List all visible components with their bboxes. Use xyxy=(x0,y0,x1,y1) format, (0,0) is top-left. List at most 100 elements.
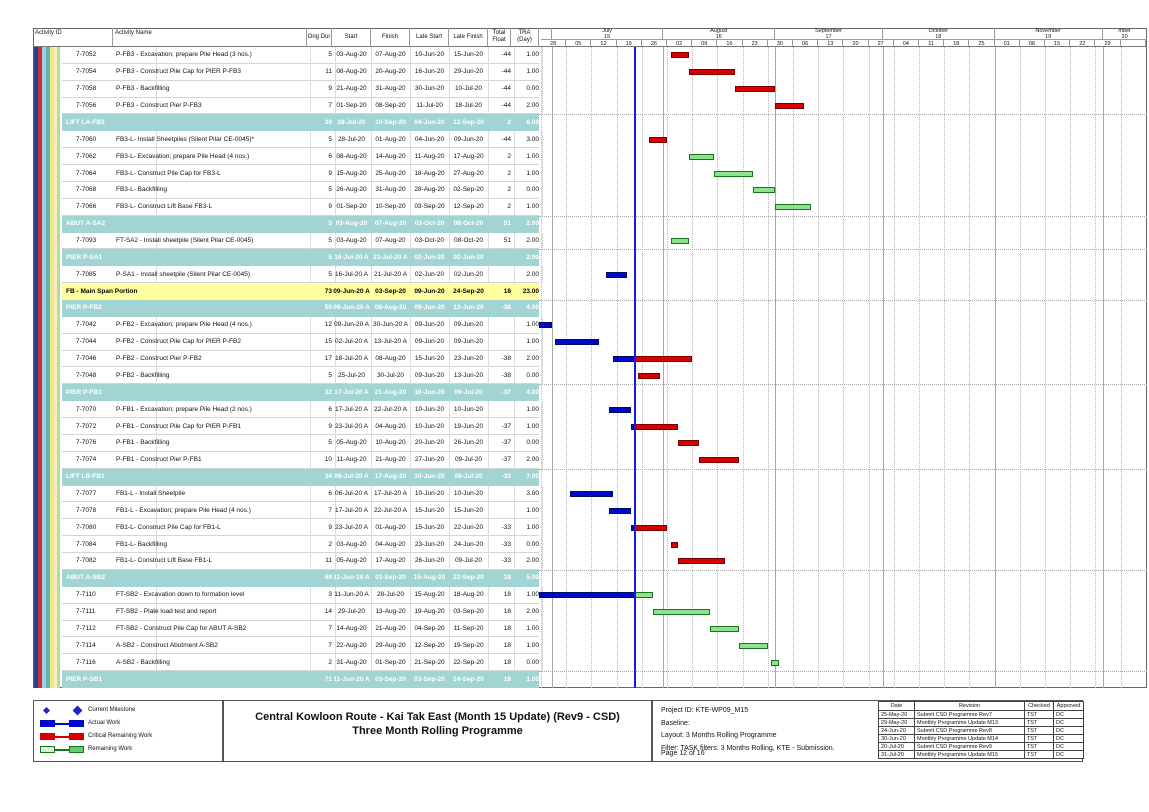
remaining-bar[interactable] xyxy=(713,170,754,177)
critical-remaining-bar[interactable] xyxy=(649,136,667,143)
month-name: mber xyxy=(1118,28,1131,34)
group-row[interactable]: PIER P-FB1 32 17-Jul-20 A 21-Aug-20 10-Jun-2… xyxy=(33,384,539,402)
table-row[interactable]: 7-7060 FB3-L- Install Sheetpiles (Silent … xyxy=(33,131,543,149)
table-row[interactable]: 7-7074 P-FB1 - Construct Pier P-FB1 10 11-A… xyxy=(33,451,543,469)
table-row[interactable]: 7-7082 FB1-L- Construct Lift Base FB1-L 11… xyxy=(33,553,543,570)
wbs-stripe xyxy=(38,47,42,688)
critical-remaining-bar[interactable] xyxy=(699,457,739,464)
cell-name: FB3-L- Construct Lift Base FB3-L xyxy=(113,198,311,216)
legend-bar-right xyxy=(69,720,84,727)
group-row[interactable]: LIFT LA-FB3 39 28-Jul-20 10-Sep-20 04-Jun-20… xyxy=(33,114,539,132)
table-row[interactable]: 7-7068 FB3-L- Backfilling 5 26-Aug-20 31-Aug… xyxy=(33,181,543,199)
actual-work-bar[interactable] xyxy=(569,491,613,497)
table-row[interactable]: 7-7042 P-FB2 - Excavation; prepare Pile H… xyxy=(33,316,543,334)
table-row[interactable]: 7-7064 FB3-L- Construct Pile Cap for FB3-… xyxy=(33,165,543,182)
critical-remaining-bar[interactable] xyxy=(775,103,804,110)
row-underline xyxy=(62,334,539,351)
actual-work-bar[interactable] xyxy=(555,339,599,346)
week-gridline xyxy=(591,47,593,688)
table-row[interactable]: 7-7054 P-FB3 - Construct Pile Cap for PIE… xyxy=(33,63,543,81)
table-row[interactable]: 7-7066 FB3-L- Construct Lift Base FB3-L 9 0… xyxy=(33,198,543,216)
remaining-bar[interactable] xyxy=(753,187,775,194)
group-row[interactable]: ABUT A-SA2 5 03-Aug-20 07-Aug-20 03-Oct-20 08… xyxy=(33,215,539,233)
cell-name: FT-SB2 - Construct Pile Cap for ABUT A-S… xyxy=(113,620,311,638)
row-underline xyxy=(62,98,539,115)
summary-row[interactable]: FB - Main Span Portion 73 09-Jun-20 A 03-Se… xyxy=(33,283,539,301)
actual-work-bar[interactable] xyxy=(539,322,552,329)
remaining-bar[interactable] xyxy=(771,659,779,666)
table-row[interactable]: 7-7112 FT-SB2 - Construct Pile Cap for AB… xyxy=(33,620,543,638)
group-row[interactable]: PIER P-FB2 50 09-Jun-20 A 08-Aug-20 09-Jun-2… xyxy=(33,300,539,317)
critical-remaining-bar[interactable] xyxy=(688,69,736,76)
table-row[interactable]: 7-7048 P-FB2 - Backfilling 5 25-Jul-20 30-Ju… xyxy=(33,367,543,385)
cell-finish: 13-Aug-20 xyxy=(371,603,411,621)
cell-start: 09-Jun-20 A xyxy=(333,287,370,295)
table-row[interactable]: 7-7072 P-FB1 - Construct Pile Cap for PIE… xyxy=(33,418,543,435)
remaining-bar[interactable] xyxy=(670,237,689,244)
table-row[interactable]: 7-7093 FT-SA2 - Install sheetpile (Silent… xyxy=(33,232,543,250)
cell-fl: -44 xyxy=(488,63,515,81)
critical-remaining-bar[interactable] xyxy=(677,440,700,447)
legend-bar-line xyxy=(54,736,70,738)
revision-header-cell: Date xyxy=(879,702,915,711)
cell-lf: 12-Sep-20 xyxy=(449,198,489,216)
actual-work-bar[interactable] xyxy=(613,356,635,363)
critical-remaining-bar[interactable] xyxy=(677,558,725,565)
remaining-bar[interactable] xyxy=(688,153,714,160)
table-row[interactable]: 7-7084 FB1-L- Backfilling 2 03-Aug-20 04-Aug… xyxy=(33,536,543,554)
table-row[interactable]: 7-7056 P-FB3 - Construct Pier P-FB3 7 01-Se… xyxy=(33,97,543,115)
group-row[interactable]: PIER P-SB1 71 11-Jun-20 A 03-Sep-20 03-Sep-2… xyxy=(33,671,539,688)
remaining-bar[interactable] xyxy=(739,642,768,649)
table-row[interactable]: 7-7080 FB1-L- Construct Pile Cap for FB1-… xyxy=(33,519,543,537)
revision-cell: DC xyxy=(1054,743,1084,751)
table-row[interactable]: 7-7046 P-FB2 - Construct Pier P-FB2 17 18-J… xyxy=(33,350,543,368)
table-row[interactable]: 7-7070 P-FB1 - Excavation; prepare Pile H… xyxy=(33,401,543,419)
remaining-bar[interactable] xyxy=(634,592,653,599)
table-row[interactable]: 7-7058 P-FB3 - Backfilling 9 21-Aug-20 31-Au… xyxy=(33,80,543,98)
critical-remaining-bar[interactable] xyxy=(638,372,660,379)
table-row[interactable]: 7-7085 P-SA1 - Install sheetpile (Silent … xyxy=(33,266,543,284)
actual-work-bar[interactable] xyxy=(609,507,631,514)
cell-lf: 09-Jun-20 xyxy=(449,316,489,334)
row-band xyxy=(62,300,539,317)
remaining-bar[interactable] xyxy=(710,625,739,632)
critical-remaining-bar[interactable] xyxy=(670,52,689,59)
critical-remaining-bar[interactable] xyxy=(634,356,693,363)
critical-remaining-bar[interactable] xyxy=(670,541,678,548)
actual-work-bar[interactable] xyxy=(539,592,635,599)
critical-remaining-bar[interactable] xyxy=(634,423,678,430)
table-row[interactable]: 7-7078 FB1-L - Excavation; prepare Pile H… xyxy=(33,502,543,520)
cell-finish: 30-Jun-20 A xyxy=(371,316,411,334)
table-row[interactable]: 7-7044 P-FB2 - Construct Pile Cap for PIE… xyxy=(33,333,543,351)
table-row[interactable]: 7-7110 FT-SB2 - Excavation down to format… xyxy=(33,586,543,604)
cell-lf: 10-Jun-20 xyxy=(449,401,489,419)
remaining-bar[interactable] xyxy=(652,609,711,616)
actual-work-bar[interactable] xyxy=(609,406,631,413)
row-underline xyxy=(62,351,539,368)
cell-tra: 2.00 xyxy=(526,220,539,228)
week-header: 04 xyxy=(894,40,919,46)
group-row[interactable]: LIFT LB-FB1 34 06-Jul-20 A 17-Aug-20 10-Jun-… xyxy=(33,468,539,486)
cell-lf: 24-Sep-20 xyxy=(453,675,484,683)
revision-cell: Monthly Programme Update M14 xyxy=(915,735,1025,743)
table-row[interactable]: 7-7062 FB3-L- Excavation; prepare Pile He… xyxy=(33,148,543,166)
group-gridline xyxy=(539,569,1147,571)
table-row[interactable]: 7-7076 P-FB1 - Backfilling 5 05-Aug-20 10-Au… xyxy=(33,434,543,452)
cell-fl: -37 xyxy=(501,388,511,396)
table-row[interactable]: 7-7077 FB1-L - Install Sheetpile 6 06-Jul-2… xyxy=(33,485,543,503)
group-row[interactable]: PIER P-SA1 5 16-Jul-20 A 21-Jul-20 A 02-Jun-… xyxy=(33,249,539,267)
cell-fl: 18 xyxy=(488,620,515,638)
actual-work-bar[interactable] xyxy=(605,271,628,278)
cell-lf: 10-Jul-20 xyxy=(449,80,489,98)
group-row[interactable]: ABUT A-SB2 69 11-Jun-20 A 01-Sep-20 15-Aug-2… xyxy=(33,569,539,587)
table-row[interactable]: 7-7116 A-SB2 - Backfilling 2 31-Aug-20 01-Se… xyxy=(33,654,543,672)
table-row[interactable]: 7-7111 FT-SB2 - Plate load test and repor… xyxy=(33,603,543,621)
critical-remaining-bar[interactable] xyxy=(735,86,775,93)
table-row[interactable]: 7-7052 P-FB3 - Excavation; prepare Pile H… xyxy=(33,47,543,64)
remaining-bar[interactable] xyxy=(775,204,811,211)
cell-tra: 1.00 xyxy=(511,418,543,435)
wbs-stripe xyxy=(57,47,60,688)
cell-finish: 03-Sep-20 xyxy=(375,287,406,295)
critical-remaining-bar[interactable] xyxy=(634,524,667,531)
table-row[interactable]: 7-7114 A-SB2 - Construct Abutment A-SB2 7 2… xyxy=(33,637,543,655)
